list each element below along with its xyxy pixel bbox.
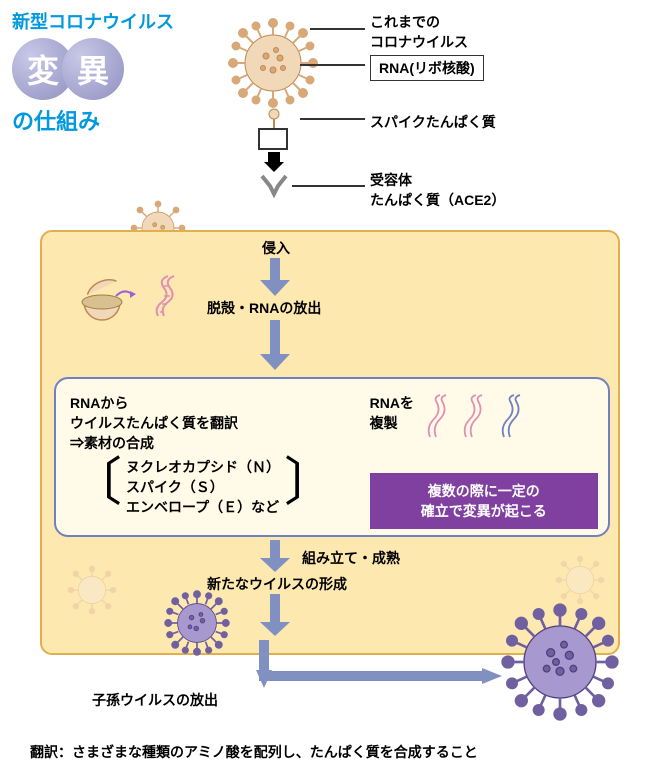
label-spike: スパイクたんぱく質 xyxy=(370,112,496,132)
label-prev-virus-1: これまでの xyxy=(370,14,440,30)
arrow-down-icon xyxy=(260,594,290,636)
mutation-box: 複数の際に一定の 確立で変異が起こる xyxy=(370,473,598,529)
leader-line xyxy=(310,28,365,30)
receptor-icon xyxy=(258,174,290,198)
virus-orange-faint xyxy=(552,552,608,608)
translate-line-3: ⇒素材の合成 xyxy=(70,433,354,453)
virus-orange-faint xyxy=(64,562,120,618)
label-receptor: 受容体 たんぱく質（ACE2） xyxy=(370,170,505,210)
cell-membrane-box: 侵入 脱殻・RNAの放出 RNAから ウイルスたんぱく質を翻訳 ⇒素材の合成 xyxy=(40,230,620,655)
footnote: 翻訳：さまざまな種類のアミノ酸を配列し、たんぱく質を合成すること xyxy=(30,742,478,762)
release-arrow-icon xyxy=(256,640,506,700)
protein-e: エンベロープ（Ｅ）など xyxy=(126,497,280,517)
arrow-down-icon xyxy=(260,540,290,572)
leader-line xyxy=(300,118,365,120)
replication-panel: RNAを 複製 複数の際に一定の 確立で変異が起こる xyxy=(360,379,608,535)
protein-n: ヌクレオカプシド（Ｎ） xyxy=(126,457,280,477)
virus-purple-small xyxy=(162,588,232,658)
replicate-2: 複製 xyxy=(370,415,398,431)
title-line1: 新型コロナウイルス xyxy=(12,8,174,34)
arrow-down-icon xyxy=(260,320,290,370)
rna-copies-icon xyxy=(424,393,534,443)
label-rna-box: RNA(リボ核酸) xyxy=(370,55,484,81)
rna-strand-icon xyxy=(150,272,190,320)
label-rna: RNA(リボ核酸) xyxy=(370,55,484,81)
translation-replication-box: RNAから ウイルスたんぱく質を翻訳 ⇒素材の合成 〔 ヌクレオカプシド（Ｎ） … xyxy=(54,377,610,537)
label-prev-virus-2: コロナウイルス xyxy=(370,34,468,50)
leader-line xyxy=(292,185,365,187)
mutation-1: 複数の際に一定の xyxy=(380,481,588,501)
title-sub: の仕組み xyxy=(12,104,174,136)
protein-list-items: ヌクレオカプシド（Ｎ） スパイク（Ｓ） エンベロープ（Ｅ）など xyxy=(122,457,284,517)
step-uncoat: 脱殻・RNAの放出 xyxy=(207,298,321,318)
translation-panel: RNAから ウイルスたんぱく質を翻訳 ⇒素材の合成 〔 ヌクレオカプシド（Ｎ） … xyxy=(56,379,360,535)
step-release: 子孫ウイルスの放出 xyxy=(92,690,218,710)
label-receptor-2: たんぱく質（ACE2） xyxy=(370,192,505,208)
step-assemble: 組み立て・成熟 xyxy=(302,548,400,568)
step-entry: 侵入 xyxy=(262,238,290,258)
replicate-text: RNAを 複製 xyxy=(370,393,414,433)
virus-orange-top xyxy=(228,18,318,108)
bracket-left-icon: 〔 xyxy=(70,457,122,517)
label-receptor-1: 受容体 xyxy=(370,172,412,188)
translate-line-2: ウイルスたんぱく質を翻訳 xyxy=(70,413,354,433)
spike-box xyxy=(258,128,288,150)
arrow-down-icon xyxy=(260,258,290,296)
replicate-1: RNAを xyxy=(370,395,414,411)
title-block: 新型コロナウイルス 変 異 の仕組み xyxy=(12,8,174,136)
protein-s: スパイク（Ｓ） xyxy=(126,477,280,497)
bracket-right-icon: 〕 xyxy=(284,457,336,517)
protein-list: 〔 ヌクレオカプシド（Ｎ） スパイク（Ｓ） エンベロープ（Ｅ）など 〕 xyxy=(70,457,354,517)
leader-line xyxy=(300,64,365,66)
virus-purple-large xyxy=(500,602,620,722)
entry-arrow-icon xyxy=(262,150,286,174)
circle-char-2: 異 xyxy=(62,38,124,100)
title-circles: 変 異 xyxy=(12,38,174,100)
label-prev-virus: これまでの コロナウイルス xyxy=(370,12,468,52)
capsid-open-icon xyxy=(72,276,136,334)
translate-line-1: RNAから xyxy=(70,393,354,413)
mutation-2: 確立で変異が起こる xyxy=(380,501,588,521)
